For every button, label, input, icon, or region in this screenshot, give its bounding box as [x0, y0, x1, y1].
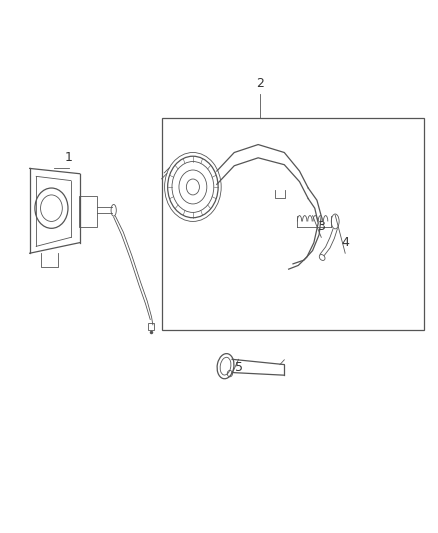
Bar	[162, 118, 424, 330]
Bar	[79, 196, 97, 227]
Text: 4: 4	[341, 236, 349, 249]
Bar	[148, 322, 154, 330]
Text: 5: 5	[235, 361, 243, 374]
Text: 1: 1	[65, 151, 73, 164]
Text: 3: 3	[318, 220, 325, 233]
Text: 2: 2	[256, 77, 264, 90]
